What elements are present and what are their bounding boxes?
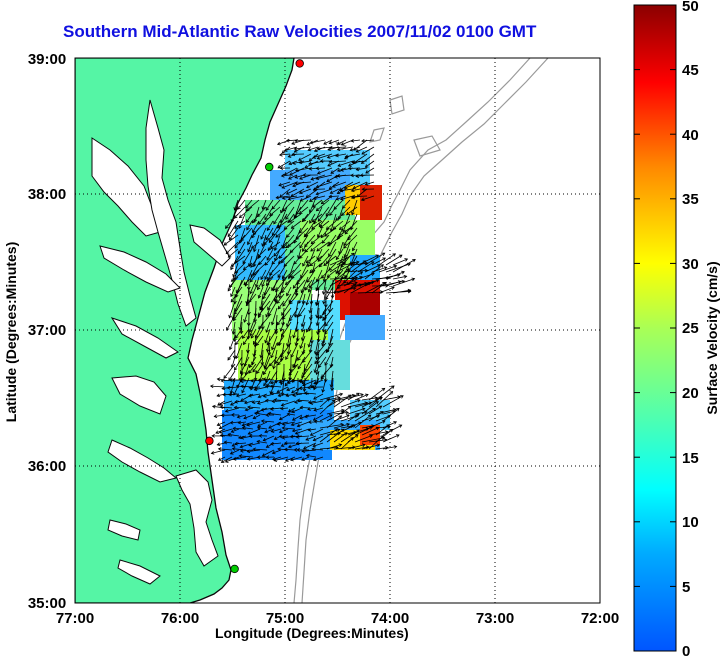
y-tick-label: 37:00 — [28, 322, 66, 339]
x-tick-label: 76:00 — [161, 610, 199, 627]
colorbar-tick-label: 25 — [682, 320, 699, 337]
colorbar-tick-label: 50 — [682, 0, 699, 15]
map-title: Southern Mid-Atlantic Raw Velocities 200… — [63, 22, 537, 41]
radar-station-marker — [205, 436, 214, 446]
y-tick-label: 38:00 — [28, 186, 66, 203]
velocity-vectors — [209, 138, 416, 463]
radar-station-marker — [265, 162, 274, 172]
radar-stations — [205, 59, 304, 574]
x-tick-label: 74:00 — [371, 610, 409, 627]
colorbar-tick-label: 40 — [682, 127, 699, 144]
colorbar-tick-label: 15 — [682, 450, 699, 467]
colorbar-tick-label: 20 — [682, 385, 699, 402]
colorbar — [633, 4, 677, 652]
y-tick-label: 36:00 — [28, 458, 66, 475]
colorbar-ticks — [634, 4, 676, 652]
colorbar-tick-label: 0 — [682, 643, 690, 659]
x-tick-label: 75:00 — [266, 610, 304, 627]
colorbar-tick-label: 45 — [682, 62, 699, 79]
y-tick-label: 35:00 — [28, 595, 66, 612]
colorbar-tick-label: 30 — [682, 256, 699, 273]
x-tick-label: 73:00 — [476, 610, 514, 627]
plot-frame — [74, 57, 601, 604]
x-tick-label: 72:00 — [581, 610, 619, 627]
colorbar-tick-label: 10 — [682, 514, 699, 531]
colorbar-tick-label: 35 — [682, 191, 699, 208]
y-tick-label: 39:00 — [28, 51, 66, 68]
x-axis-label: Longitude (Degrees:Minutes) — [215, 625, 409, 641]
radar-station-marker — [295, 59, 304, 68]
x-tick-label: 77:00 — [56, 610, 94, 627]
radar-station-marker — [230, 564, 239, 574]
colorbar-tick-label: 5 — [682, 579, 690, 596]
